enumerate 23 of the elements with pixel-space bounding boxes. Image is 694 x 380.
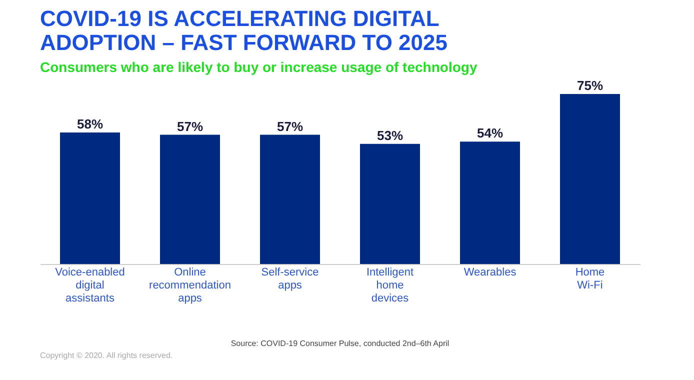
bar bbox=[360, 144, 420, 264]
data-label: 75% bbox=[576, 78, 604, 93]
data-label: 58% bbox=[76, 116, 104, 132]
x-tick-label: Intelligent home devices bbox=[366, 266, 414, 304]
x-tick-label: Wearables bbox=[464, 266, 517, 278]
x-tick-label: Voice-enabled digital assistants bbox=[55, 266, 125, 304]
data-label: 57% bbox=[176, 118, 204, 134]
data-label: 54% bbox=[476, 126, 504, 141]
bar bbox=[160, 134, 220, 264]
bar bbox=[560, 94, 620, 264]
data-label: 53% bbox=[376, 128, 404, 143]
bar bbox=[60, 132, 120, 264]
data-label: 57% bbox=[276, 118, 304, 134]
x-tick-label: Self-service apps bbox=[261, 266, 319, 292]
text: ADOPTION – FAST FORWARD TO 2025 bbox=[40, 30, 448, 55]
x-tick-label: Home Wi-Fi bbox=[575, 266, 605, 292]
bar bbox=[260, 134, 320, 264]
bar bbox=[460, 142, 520, 264]
x-tick-label: Online recommendation apps bbox=[149, 266, 231, 304]
text: Copyright © 2020. All rights reserved. bbox=[40, 351, 173, 360]
chart-subtitle: Consumers who are likely to buy or increase usage of technology bbox=[40, 59, 478, 75]
source-note: Source: COVID-19 Consumer Pulse, conducted 2nd–6th April bbox=[230, 339, 450, 348]
text: COVID-19 IS ACCELERATING DIGITAL bbox=[40, 6, 440, 31]
